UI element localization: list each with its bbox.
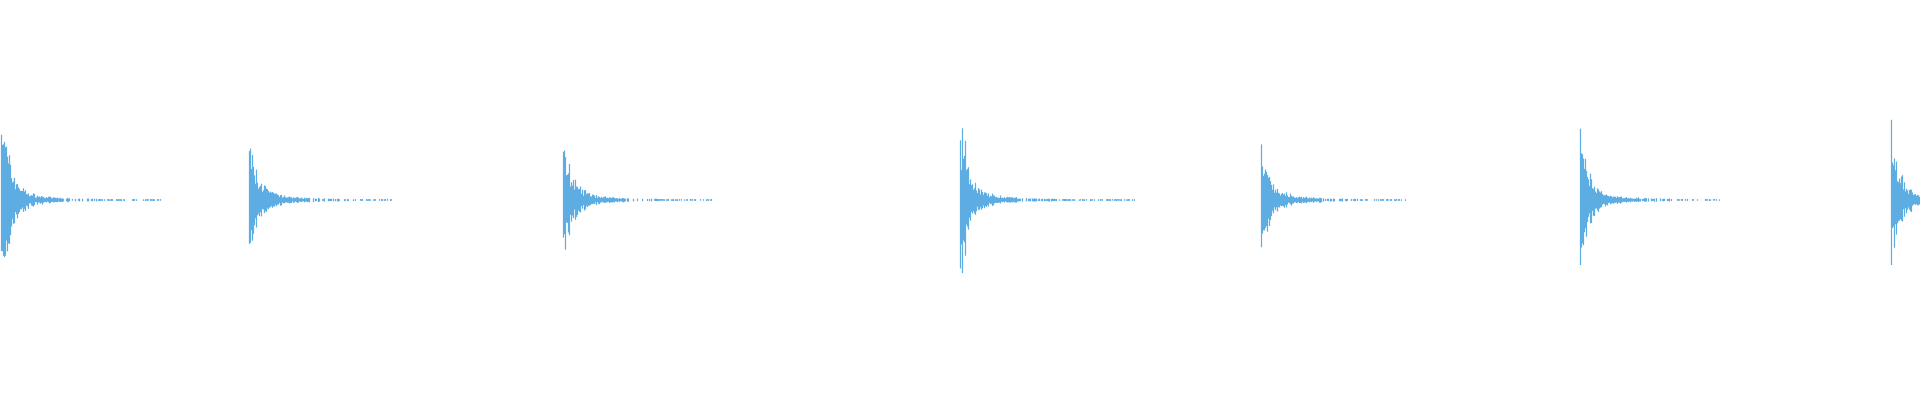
transient-1: [0, 134, 162, 258]
transient-envelope: [1260, 144, 1407, 248]
transient-2: [248, 148, 393, 244]
transient-4: [959, 128, 1136, 274]
transient-5: [1260, 144, 1407, 248]
transient-envelope: [1890, 119, 1920, 265]
transient-envelope: [562, 150, 713, 250]
transient-3: [562, 150, 713, 250]
transient-envelope: [1579, 128, 1721, 266]
transient-6: [1579, 128, 1721, 266]
transient-envelope: [0, 134, 162, 258]
transient-7: [1890, 119, 1920, 265]
transient-envelope: [248, 148, 393, 244]
transient-envelope: [959, 128, 1136, 274]
